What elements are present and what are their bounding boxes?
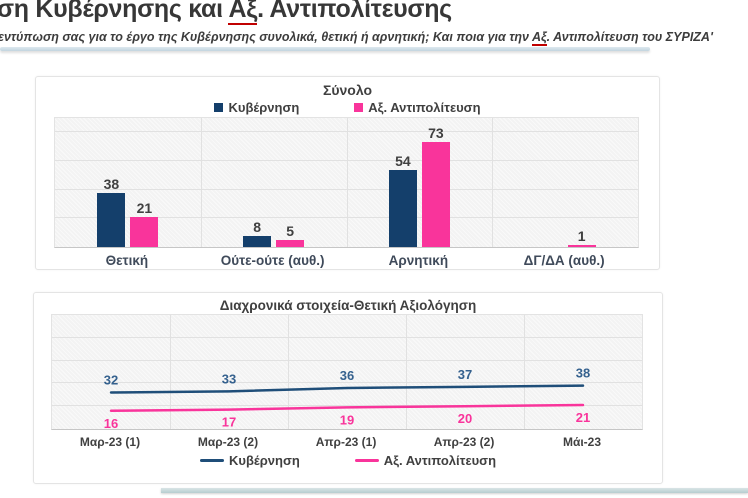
legend-label: Αξ. Αντιπολίτευση [368, 100, 481, 115]
point-value-label: 32 [104, 373, 118, 388]
h-gridline [52, 405, 642, 407]
bar [388, 170, 417, 247]
point-value-label: 20 [458, 411, 472, 426]
bar-slot: 8 [243, 219, 272, 247]
legend-swatch [354, 103, 364, 112]
page-subtitle-underlined-text: Αξ [531, 30, 547, 46]
bar-value-label: 1 [577, 228, 586, 244]
point-value-label: 16 [104, 416, 118, 431]
legend-swatch [199, 459, 224, 462]
bar-chart-category-labels: Θετική Ούτε-ούτε (αυθ.) Αρνητική ΔΓ/ΔΑ (αυθ… [54, 253, 637, 268]
legend-item: Αξ. Αντιπολίτευση [354, 453, 497, 468]
page-subtitle-text: εντύπωση σας για το έργο της Κυβέρνησης … [0, 30, 532, 44]
category-label: Απρ-23 (2) [433, 435, 495, 449]
page-subtitle-text-suffix: . Αντιπολίτευση του ΣΥΡΙΖΑ' [546, 30, 713, 44]
page-title-text-suffix: . Αντιπολίτευσης [257, 0, 452, 23]
line-chart-svg: 32 33 36 37 38 16 17 19 20 21 [104, 366, 590, 431]
v-gridline [524, 315, 525, 429]
v-gridline [200, 118, 202, 247]
line-chart-x-labels: Μαρ-23 (1) Μαρ-23 (2) Απρ-23 (1) Απρ-23 (2)… [51, 435, 641, 449]
bar-slot: 1 [567, 228, 596, 247]
bar-chart-legend: Κυβέρνηση Αξ. Αντιπολίτευση [36, 100, 659, 115]
legend-item: Κυβέρνηση [214, 100, 299, 115]
legend-swatch [214, 103, 224, 112]
category-label: Θετική [105, 253, 149, 268]
v-gridline [406, 315, 407, 429]
bar-value-label: 54 [395, 153, 411, 169]
page-title-text: ση Κυβέρνησης και [0, 0, 229, 23]
bar-slot: 5 [276, 223, 305, 247]
h-gridline [52, 336, 642, 338]
bar-chart-panel: Σύνολο Κυβέρνηση Αξ. Αντιπολίτευση 38 21 8 5… [35, 76, 660, 270]
bar-group: 38 21 [55, 118, 201, 247]
point-value-label: 33 [222, 371, 236, 386]
point-value-label: 17 [222, 415, 236, 430]
bar-group: 54 73 [347, 118, 493, 247]
bar-group: 1 [492, 118, 638, 247]
bar-slot: 21 [130, 200, 159, 247]
legend-item: Κυβέρνηση [199, 453, 300, 468]
bar [130, 217, 159, 247]
bar-value-label: 38 [103, 176, 120, 192]
bar-value-label: 21 [136, 200, 153, 216]
point-value-label: 36 [340, 368, 354, 383]
bar [567, 245, 596, 247]
v-gridline [346, 118, 348, 247]
point-value-label: 38 [576, 366, 590, 381]
h-gridline [52, 359, 642, 361]
legend-label: Κυβέρνηση [228, 453, 300, 468]
point-value-label: 37 [458, 367, 472, 382]
bar-slot: 54 [388, 153, 417, 247]
category-label: Μάι-23 [562, 435, 602, 449]
line-chart-panel: Διαχρονικά στοιχεία-Θετική Αξιολόγηση 32… [33, 292, 663, 484]
category-label: Ούτε-ούτε (αυθ.) [220, 253, 325, 268]
bar [421, 142, 450, 247]
page-title-underlined-text: Αξ [228, 0, 257, 25]
page-title: ση Κυβέρνησης και Αξ. Αντιπολίτευσης [0, 0, 452, 25]
point-value-label: 21 [576, 410, 590, 425]
legend-label: Κυβέρνηση [228, 100, 300, 115]
line-series [109, 403, 585, 413]
bottom-accent-bar [161, 488, 748, 493]
legend-label: Αξ. Αντιπολίτευση [383, 453, 497, 468]
legend-swatch [354, 459, 379, 462]
bar-slot: 73 [421, 125, 450, 247]
bar-value-label: 73 [428, 125, 444, 141]
v-gridline [170, 315, 171, 429]
category-label: Αρνητική [388, 253, 449, 268]
category-label: ΔΓ/ΔΑ (αυθ.) [523, 253, 605, 268]
bar [243, 236, 272, 247]
legend-item: Αξ. Αντιπολίτευση [354, 100, 481, 115]
bar-value-label: 5 [286, 223, 295, 239]
page-subtitle: εντύπωση σας για το έργο της Κυβέρνησης … [0, 30, 713, 46]
line-chart-plot: 32 33 36 37 38 16 17 19 20 21 [51, 314, 643, 431]
bar-chart-plot: 38 21 8 5 54 73 1 [54, 117, 639, 248]
bar [97, 193, 126, 247]
bar [276, 240, 305, 247]
h-gridline [52, 382, 642, 384]
bar-chart-title: Σύνολο [322, 82, 373, 98]
bar-slot: 38 [97, 176, 126, 247]
point-value-label: 19 [340, 412, 354, 427]
line-chart-title: Διαχρονικά στοιχεία-Θετική Αξιολόγηση [219, 298, 477, 313]
line-chart-legend: Κυβέρνηση Αξ. Αντιπολίτευση [34, 453, 662, 468]
category-label: Μαρ-23 (2) [197, 435, 259, 449]
line-series [109, 384, 585, 394]
v-gridline [288, 315, 289, 429]
title-divider [0, 47, 650, 51]
bar-value-label: 8 [253, 219, 262, 235]
category-label: Μαρ-23 (1) [79, 435, 141, 449]
category-label: Απρ-23 (1) [315, 435, 377, 449]
v-gridline [492, 118, 494, 247]
